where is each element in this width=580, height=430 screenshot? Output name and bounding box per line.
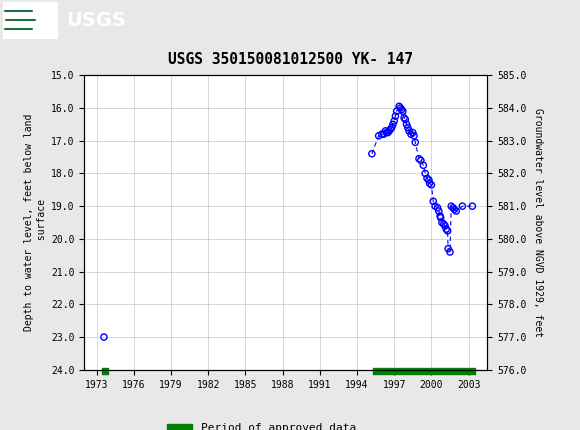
Point — [422, 175, 432, 182]
Point — [411, 139, 420, 146]
Point — [441, 226, 451, 233]
Point — [377, 131, 386, 138]
Point — [379, 131, 388, 138]
Point — [416, 157, 426, 164]
Point — [398, 108, 408, 115]
Point — [404, 127, 414, 134]
Point — [382, 129, 392, 136]
Point — [409, 132, 419, 139]
Point — [436, 212, 445, 219]
Text: USGS 350150081012500 YK- 147: USGS 350150081012500 YK- 147 — [168, 52, 412, 67]
Point — [367, 150, 376, 157]
Point — [401, 116, 410, 123]
Point — [392, 108, 401, 115]
Point — [430, 203, 440, 209]
Y-axis label: Groundwater level above NGVD 1929, feet: Groundwater level above NGVD 1929, feet — [533, 108, 543, 337]
Point — [467, 203, 477, 209]
Point — [386, 126, 395, 133]
Point — [447, 203, 456, 209]
Point — [444, 245, 453, 252]
Point — [440, 222, 450, 229]
Point — [439, 221, 448, 227]
Point — [437, 219, 447, 226]
Point — [436, 214, 445, 221]
Point — [448, 204, 458, 211]
Point — [391, 113, 400, 120]
Point — [381, 127, 390, 134]
Y-axis label: Depth to water level, feet below land
 surface: Depth to water level, feet below land su… — [24, 114, 47, 331]
Point — [385, 127, 394, 134]
Point — [419, 162, 428, 169]
Point — [450, 206, 459, 213]
Point — [397, 106, 406, 113]
Point — [445, 249, 455, 255]
Point — [396, 104, 405, 111]
Point — [383, 129, 393, 136]
Point — [374, 132, 383, 139]
Point — [406, 131, 415, 138]
Point — [443, 227, 452, 234]
Point — [429, 198, 438, 205]
Point — [452, 208, 461, 215]
Point — [402, 121, 411, 128]
Bar — [3, 2, 58, 39]
Point — [408, 129, 418, 136]
Legend: Period of approved data: Period of approved data — [163, 419, 360, 430]
Point — [420, 170, 430, 177]
Point — [388, 121, 397, 128]
Point — [425, 180, 434, 187]
Text: USGS: USGS — [67, 11, 126, 30]
Point — [427, 181, 436, 188]
Point — [414, 155, 423, 162]
Point — [458, 203, 467, 209]
Point — [99, 334, 108, 341]
Point — [394, 103, 404, 110]
Point — [403, 124, 412, 131]
Point — [390, 118, 399, 125]
Point — [387, 124, 396, 131]
Point — [434, 208, 444, 215]
Point — [400, 114, 409, 121]
Point — [424, 177, 433, 184]
Point — [433, 204, 442, 211]
